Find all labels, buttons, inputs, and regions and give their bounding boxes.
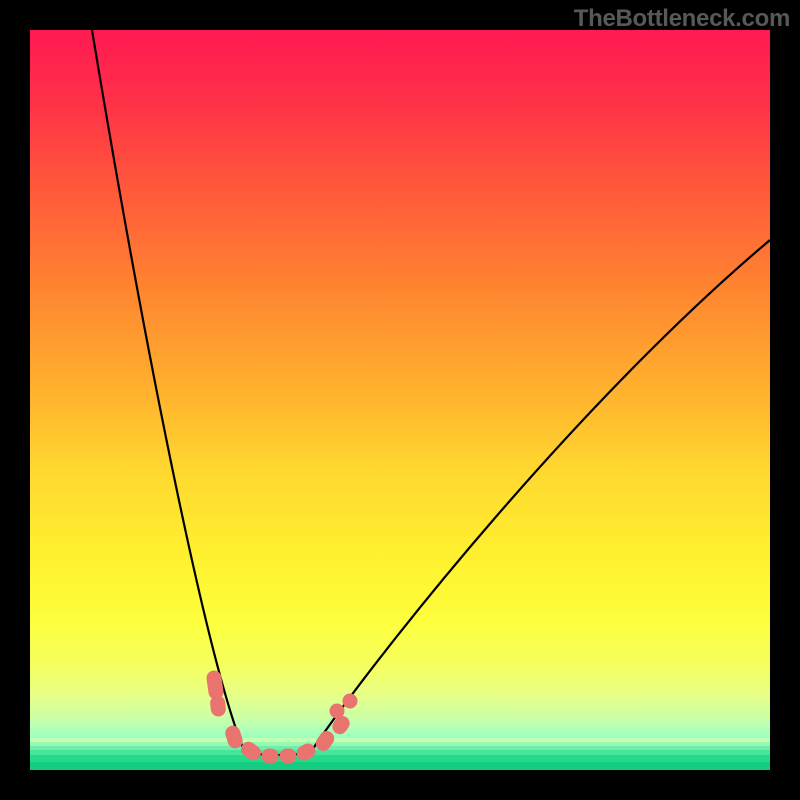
watermark-text: TheBottleneck.com <box>574 5 790 33</box>
green-band-stripe <box>30 762 770 770</box>
green-band-stripe <box>30 750 770 755</box>
plot-svg <box>30 30 770 770</box>
green-band-stripe <box>30 742 770 746</box>
green-band-stripe <box>30 755 770 762</box>
curve-marker <box>280 749 296 763</box>
gradient-background <box>30 30 770 770</box>
curve-marker <box>210 695 226 716</box>
green-band-stripe <box>30 746 770 750</box>
green-band-stripe <box>30 738 770 742</box>
chart-frame <box>30 30 770 770</box>
plot-area <box>30 30 770 770</box>
curve-marker <box>262 749 278 764</box>
